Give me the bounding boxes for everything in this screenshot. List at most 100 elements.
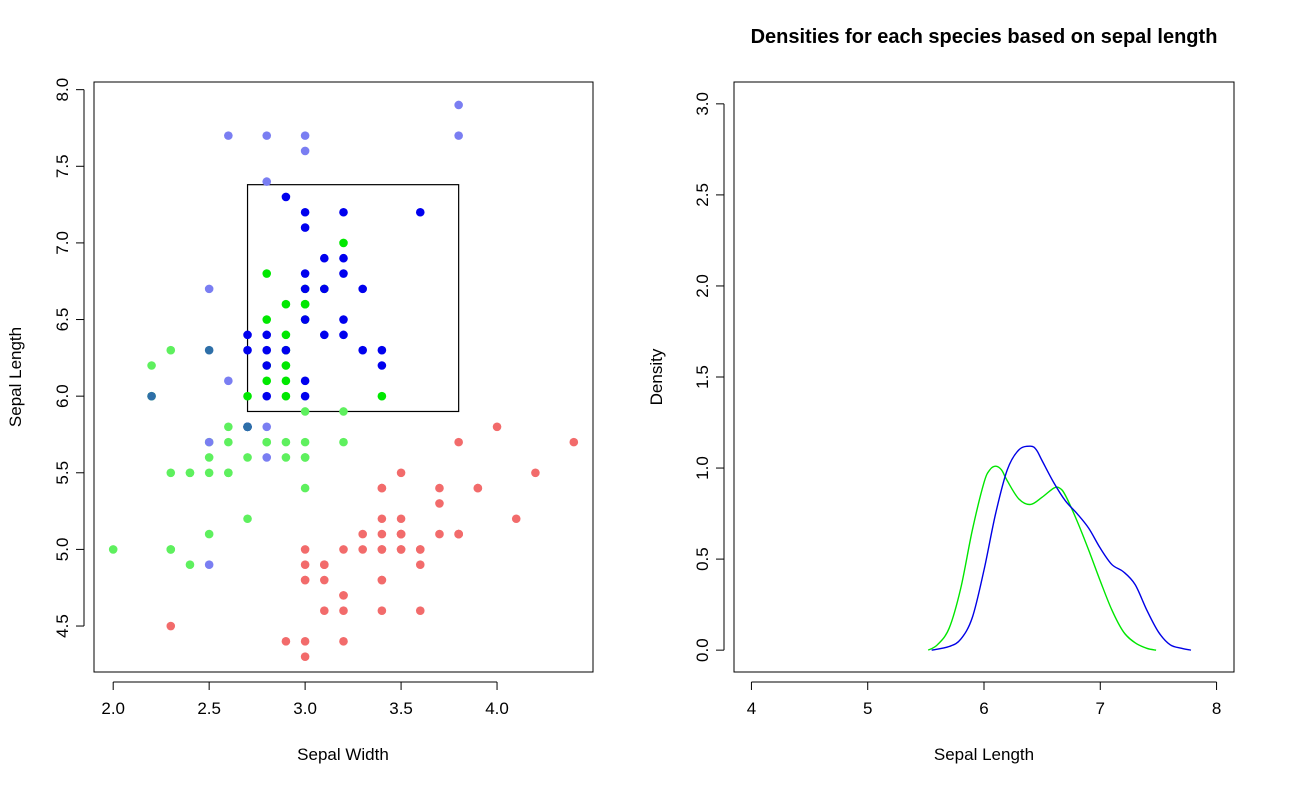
density-x-tick-label: 7 bbox=[1096, 699, 1105, 718]
scatter-point bbox=[108, 545, 118, 554]
scatter-y-tick-label: 6.0 bbox=[53, 384, 72, 408]
scatter-point bbox=[166, 468, 176, 478]
scatter-y-axis-title: Sepal Length bbox=[6, 327, 25, 427]
scatter-point bbox=[339, 238, 348, 248]
scatter-point bbox=[300, 407, 310, 416]
scatter-point bbox=[435, 499, 444, 508]
scatter-point bbox=[415, 207, 425, 217]
scatter-point bbox=[262, 361, 272, 370]
scatter-point bbox=[204, 560, 214, 570]
scatter-point bbox=[262, 437, 272, 447]
scatter-point bbox=[415, 545, 425, 554]
density-x-axis-title: Sepal Length bbox=[934, 745, 1034, 764]
scatter-plot-frame bbox=[93, 81, 594, 673]
scatter-x-tick-label: 4.0 bbox=[485, 699, 509, 718]
scatter-point bbox=[300, 545, 310, 554]
scatter-point bbox=[358, 529, 367, 539]
scatter-point bbox=[262, 330, 272, 340]
scatter-point bbox=[300, 652, 310, 661]
scatter-point bbox=[300, 284, 310, 294]
scatter-point bbox=[454, 529, 463, 539]
scatter-y-tick-label: 4.5 bbox=[53, 614, 72, 638]
density-x-tick-label: 5 bbox=[863, 699, 872, 718]
scatter-y-tick-label: 7.0 bbox=[53, 231, 72, 255]
scatter-point bbox=[224, 131, 233, 140]
scatter-point bbox=[243, 330, 252, 340]
scatter-point bbox=[147, 361, 156, 370]
scatter-point bbox=[262, 453, 272, 462]
scatter-point bbox=[377, 575, 387, 585]
scatter-point bbox=[377, 529, 387, 539]
scatter-point bbox=[166, 545, 176, 554]
scatter-y-tick-label: 8.0 bbox=[53, 78, 72, 102]
density-panel: Densities for each species based on sepa… bbox=[647, 26, 1235, 764]
scatter-point bbox=[454, 100, 463, 110]
scatter-point bbox=[377, 361, 387, 370]
scatter-point bbox=[166, 621, 176, 631]
scatter-point bbox=[300, 376, 310, 386]
scatter-point bbox=[339, 207, 348, 217]
scatter-point bbox=[147, 391, 156, 401]
scatter-x-axis: 2.0 2.5 3.0 3.5 4.0 bbox=[101, 681, 509, 718]
scatter-y-tick-label: 5.5 bbox=[53, 461, 72, 485]
scatter-point bbox=[243, 422, 252, 432]
density-y-tick-label: 0.5 bbox=[693, 547, 712, 571]
scatter-point bbox=[415, 606, 425, 616]
scatter-point bbox=[243, 345, 252, 355]
scatter-point bbox=[339, 330, 348, 340]
scatter-point bbox=[300, 131, 310, 140]
scatter-point bbox=[454, 437, 463, 447]
scatter-point bbox=[320, 253, 329, 263]
scatter-point bbox=[320, 330, 329, 340]
scatter-point bbox=[224, 376, 233, 386]
scatter-point bbox=[339, 591, 348, 600]
scatter-point bbox=[473, 483, 483, 493]
scatter-point bbox=[204, 529, 214, 539]
scatter-point bbox=[300, 269, 310, 278]
scatter-point bbox=[204, 453, 214, 462]
density-y-tick-label: 0.0 bbox=[693, 638, 712, 662]
scatter-point bbox=[281, 345, 291, 355]
scatter-point bbox=[281, 361, 291, 370]
scatter-point bbox=[492, 422, 502, 432]
scatter-point bbox=[377, 345, 387, 355]
scatter-point bbox=[377, 545, 387, 554]
scatter-point bbox=[166, 345, 176, 355]
scatter-point bbox=[204, 284, 214, 294]
density-plot-frame bbox=[733, 81, 1235, 673]
scatter-point bbox=[300, 437, 310, 447]
scatter-point bbox=[339, 253, 348, 263]
density-y-tick-label: 2.0 bbox=[693, 274, 712, 298]
scatter-point bbox=[396, 468, 406, 478]
scatter-point bbox=[262, 269, 272, 278]
density-x-tick-label: 6 bbox=[979, 699, 988, 718]
scatter-point bbox=[339, 437, 348, 447]
scatter-point bbox=[320, 284, 329, 294]
scatter-point bbox=[396, 514, 406, 524]
density-line bbox=[927, 465, 1157, 651]
scatter-point bbox=[377, 483, 387, 493]
density-y-axis: 0.0 0.5 1.0 1.5 2.0 2.5 3.0 bbox=[693, 92, 725, 662]
scatter-panel: 2.0 2.5 3.0 3.5 4.0 4.5 5.0 5.5 6.0 6.5 7.0 7.5 8.0… bbox=[6, 78, 594, 764]
scatter-point bbox=[262, 391, 272, 401]
density-plot-title: Densities for each species based on sepa… bbox=[751, 26, 1218, 48]
scatter-point bbox=[281, 437, 291, 447]
density-line bbox=[931, 445, 1192, 651]
scatter-point bbox=[281, 391, 291, 401]
scatter-point bbox=[281, 376, 291, 386]
density-y-tick-label: 3.0 bbox=[693, 92, 712, 116]
scatter-point bbox=[262, 376, 272, 386]
scatter-point bbox=[320, 606, 329, 616]
scatter-points bbox=[108, 100, 579, 661]
scatter-point bbox=[281, 299, 291, 309]
scatter-point bbox=[243, 514, 252, 524]
scatter-point bbox=[300, 207, 310, 217]
scatter-point bbox=[262, 177, 272, 186]
scatter-point bbox=[531, 468, 540, 478]
scatter-point bbox=[224, 422, 233, 432]
scatter-point bbox=[300, 146, 310, 156]
scatter-x-tick-label: 2.0 bbox=[101, 699, 125, 718]
scatter-point bbox=[204, 345, 214, 355]
scatter-point bbox=[454, 131, 463, 140]
